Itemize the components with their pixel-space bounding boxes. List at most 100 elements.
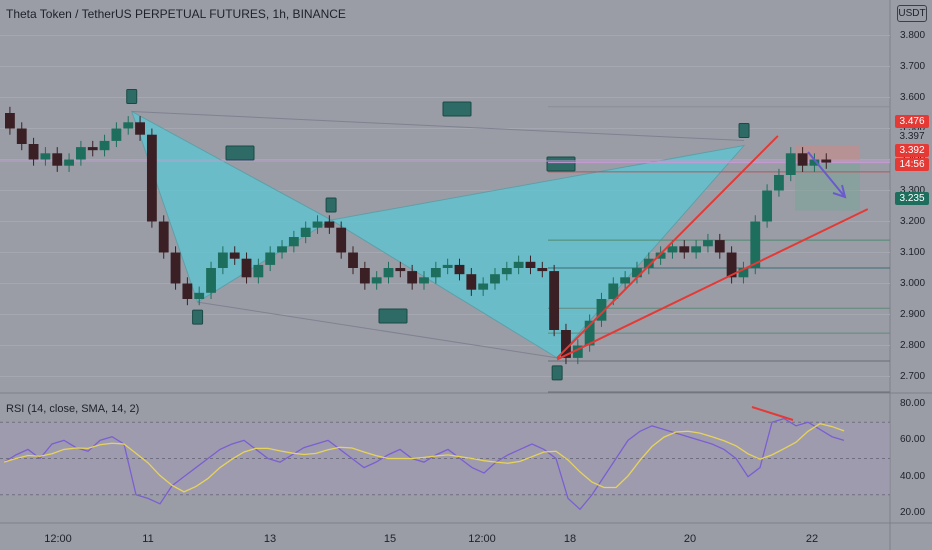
candle-body: [667, 246, 678, 253]
ratio-box: [225, 145, 255, 161]
candle-body: [762, 190, 773, 222]
rsi-divergence-line: [751, 406, 794, 421]
price-axis-tick: 3.800: [900, 29, 926, 41]
ratio-box: [378, 308, 408, 324]
candle-body: [359, 268, 370, 284]
candle-body: [170, 252, 181, 284]
pattern-point-b: [325, 197, 337, 213]
candle-body: [738, 268, 749, 278]
price-axis-tick: 2.800: [900, 339, 926, 351]
pattern-xd-line: [131, 110, 745, 142]
candle-body: [265, 252, 276, 265]
candle-body: [182, 283, 193, 299]
candle-body: [608, 283, 619, 299]
price-tag: 14:56: [895, 158, 929, 171]
candle-body: [111, 128, 122, 141]
candle-body: [123, 122, 134, 129]
price-axis-tick: 3.500: [900, 122, 926, 134]
candle-body: [336, 227, 347, 253]
candle-body: [596, 299, 607, 321]
candle-body: [679, 246, 690, 253]
target-zone: [795, 162, 860, 211]
ratio-box: [442, 101, 472, 117]
candle-body: [194, 292, 205, 299]
candle-body: [75, 147, 86, 160]
projection-arrowhead: [832, 184, 847, 199]
price-axis-tick: 3.000: [900, 277, 926, 289]
ratio-box: [546, 156, 576, 172]
candle-body: [703, 240, 713, 247]
pattern-point-a: [192, 309, 204, 325]
candle-body: [632, 268, 642, 278]
candle-body: [726, 252, 737, 278]
candle-body: [158, 221, 169, 253]
pattern-ac-line: [197, 301, 558, 359]
candle-body: [572, 345, 583, 358]
candle-body: [454, 264, 465, 275]
candle-body: [371, 277, 382, 284]
projection-arrow: [807, 151, 846, 198]
candle-body: [99, 140, 110, 151]
candle-body: [229, 252, 240, 259]
pattern-bcd-triangle: [329, 144, 746, 359]
upper-trendline: [556, 135, 779, 359]
candle-body: [714, 240, 725, 253]
candle-body: [655, 252, 666, 259]
time-axis-tick: 18: [563, 533, 577, 545]
candle-body: [584, 320, 595, 346]
candle-body: [643, 258, 654, 268]
pattern-point-x: [126, 88, 138, 104]
price-tag: 3.235: [895, 192, 929, 205]
candle-body: [241, 258, 252, 278]
candle-body: [513, 261, 524, 268]
candle-body: [206, 268, 216, 293]
chart-title: Theta Token / TetherUS PERPETUAL FUTURES…: [6, 7, 346, 21]
candle-body: [383, 268, 394, 278]
candle-body: [419, 277, 429, 284]
candle-body: [217, 252, 228, 268]
candle-body: [785, 153, 796, 175]
price-axis-tick: 3.600: [900, 91, 926, 103]
candle-body: [40, 153, 51, 160]
candle-body: [561, 330, 571, 358]
price-tag: 3.392: [895, 144, 929, 157]
pattern-point-c: [551, 365, 563, 381]
time-axis-tick: 12:00: [44, 533, 72, 545]
candle-body: [253, 264, 264, 278]
candle-body: [135, 122, 145, 135]
rsi-axis-tick: 40.00: [900, 470, 926, 482]
stop-zone: [795, 145, 860, 163]
time-axis-tick: 13: [263, 533, 277, 545]
candle-body: [549, 271, 560, 330]
candle-body: [750, 221, 761, 268]
time-axis-tick: 20: [683, 533, 697, 545]
candle-body: [324, 221, 335, 228]
price-axis-tick: 3.700: [900, 60, 926, 72]
currency-badge[interactable]: USDT: [897, 5, 927, 22]
price-axis-tick: 3.300: [900, 184, 926, 196]
candle-body: [537, 268, 548, 272]
candle-body: [146, 134, 157, 222]
time-axis-tick: 12:00: [468, 533, 496, 545]
price-axis-tick: 2.900: [900, 308, 926, 320]
rsi-line: [3, 417, 845, 511]
rsi-axis-tick: 60.00: [900, 434, 926, 446]
candle-body: [809, 159, 820, 166]
lower-trendline: [556, 208, 869, 361]
price-axis-tick: 3.100: [900, 246, 926, 258]
candle-body: [490, 274, 500, 284]
candle-body: [407, 271, 418, 284]
candle-body: [774, 175, 784, 191]
candle-body: [478, 283, 489, 290]
rsi-axis-tick: 20.00: [900, 506, 926, 518]
candle-body: [5, 113, 15, 129]
candle-body: [430, 268, 441, 278]
candle-body: [620, 277, 631, 284]
candle-body: [821, 159, 832, 163]
candle-body: [348, 252, 358, 268]
price-axis-tick: 2.700: [900, 370, 926, 382]
candle-body: [797, 153, 808, 166]
candle-body: [395, 268, 406, 272]
time-axis-tick: 22: [805, 533, 819, 545]
